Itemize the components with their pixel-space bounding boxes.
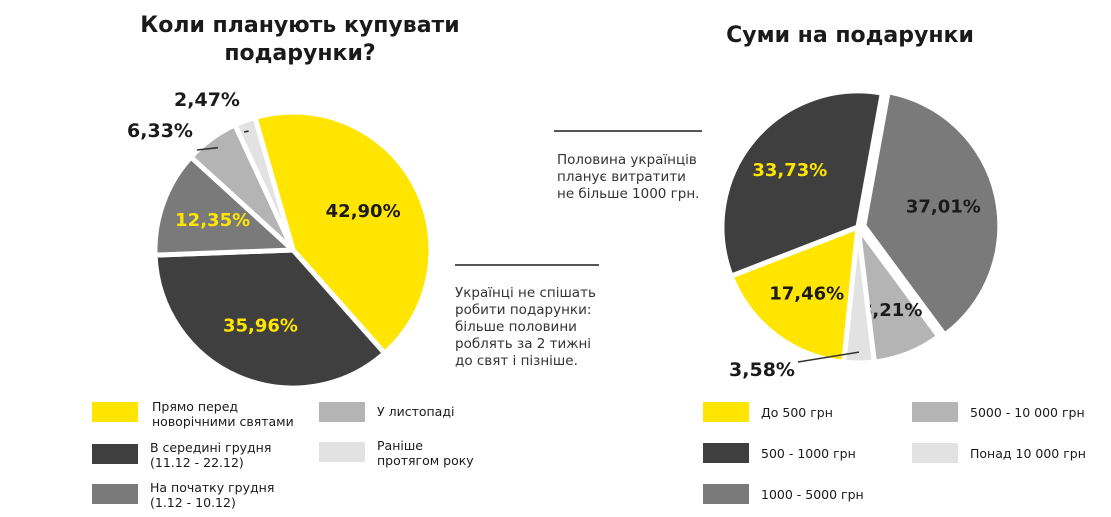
slice-value-label: 35,96%: [223, 316, 298, 337]
legend-label: Раніше протягом року: [377, 438, 474, 468]
legend-item-november: У листопаді: [319, 402, 454, 422]
slice-value-label: 12,35%: [175, 210, 250, 231]
pie-chart-purchase-timing: 42,90% 35,96% 12,35% 6,33% 2,47%: [127, 89, 434, 391]
annotation-2-rule: [554, 130, 702, 132]
annotation-1-text: Українці не спішать робити подарунки: бі…: [455, 285, 596, 370]
legend-swatch: [92, 484, 138, 504]
legend-item-5000-10000: 5000 - 10 000 грн: [912, 402, 1085, 422]
pie-slice: [252, 109, 434, 356]
legend-swatch: [703, 443, 749, 463]
annotation-2-line: не більше 1000 грн.: [557, 186, 700, 202]
legend-line: новорічними святами: [152, 414, 294, 429]
annotation-1-line: більше половини: [455, 319, 577, 335]
chart1-title: Коли планують купувати подарунки?: [120, 12, 480, 68]
annotation-1-line: Українці не спішать: [455, 285, 596, 301]
chart2-title: Суми на подарунки: [680, 22, 1020, 50]
legend-label: Прямо перед новорічними святами: [152, 399, 294, 429]
legend-swatch: [703, 402, 749, 422]
slice-value-label: 2,47%: [174, 89, 240, 111]
pie-slice: [152, 247, 388, 391]
legend-label: 1000 - 5000 грн: [761, 487, 864, 502]
slice-value-label: 17,46%: [769, 283, 844, 304]
legend-item-early-december: На початку грудня (1.12 - 10.12): [92, 480, 274, 510]
legend-label: В середині грудня (11.12 - 22.12): [150, 440, 271, 470]
legend-swatch: [912, 402, 958, 422]
annotation-2-line: планує витратити: [557, 169, 686, 185]
legend-line: протягом року: [377, 453, 474, 468]
legend-swatch: [92, 444, 138, 464]
slice-value-label: 3,58%: [729, 359, 795, 381]
legend-item-over-10000: Понад 10 000 грн: [912, 443, 1086, 463]
annotation-1-rule: [455, 264, 599, 266]
pie-slice: [841, 224, 877, 366]
slice-value-label: 37,01%: [906, 197, 981, 218]
chart1-title-line-2: подарунки?: [224, 41, 376, 66]
legend-line: В середині грудня: [150, 440, 272, 455]
annotation-1-line: робити подарунки:: [455, 302, 592, 318]
legend-line: У листопаді: [377, 404, 455, 419]
slice-value-label: 33,73%: [752, 160, 827, 181]
legend-swatch: [319, 442, 365, 462]
legend-line: 1000 - 5000 грн: [761, 487, 864, 502]
legend-line: На початку грудня: [150, 480, 275, 495]
legend-line: (1.12 - 10.12): [150, 495, 236, 510]
legend-item-before-holidays: Прямо перед новорічними святами: [92, 399, 294, 429]
legend-label: 500 - 1000 грн: [761, 446, 856, 461]
pie-slice: [152, 154, 296, 258]
slice-value-label: 42,90%: [326, 201, 401, 222]
legend-item-under-500: До 500 грн: [703, 402, 833, 422]
legend-label: Понад 10 000 грн: [970, 446, 1086, 461]
legend-item-500-1000: 500 - 1000 грн: [703, 443, 856, 463]
legend-line: Раніше: [377, 438, 423, 453]
legend-line: 5000 - 10 000 грн: [970, 405, 1085, 420]
legend-label: У листопаді: [377, 404, 454, 419]
legend-swatch: [912, 443, 958, 463]
pie-slice: [728, 224, 861, 365]
annotation-2-line: Половина українців: [557, 152, 697, 168]
chart2-title-line-1: Суми на подарунки: [726, 23, 974, 48]
chart1-title-line-1: Коли планують купувати: [140, 13, 460, 38]
legend-label: 5000 - 10 000 грн: [970, 405, 1085, 420]
slice-value-label: 8,21%: [860, 300, 922, 321]
legend-swatch: [92, 402, 138, 422]
slice-value-label: 6,33%: [127, 120, 193, 142]
legend-label: На початку грудня (1.12 - 10.12): [150, 480, 274, 510]
leader-line: [196, 146, 218, 151]
legend-item-earlier-in-year: Раніше протягом року: [319, 438, 474, 468]
legend-item-mid-december: В середині грудня (11.12 - 22.12): [92, 440, 271, 470]
pie-slice: [232, 114, 296, 253]
legend-swatch: [703, 484, 749, 504]
legend-item-1000-5000: 1000 - 5000 грн: [703, 484, 864, 504]
annotation-2-text: Половина українців планує витратити не б…: [557, 152, 699, 203]
annotation-1-line: до свят і пізніше.: [455, 353, 578, 369]
pie-chart-gift-amounts: 17,46% 33,73% 37,01% 8,21% 3,58%: [719, 88, 1003, 381]
pie-slice: [719, 88, 885, 279]
legend-line: Понад 10 000 грн: [970, 446, 1086, 461]
leader-line: [243, 130, 249, 133]
legend-line: 500 - 1000 грн: [761, 446, 856, 461]
annotation-1-line: роблять за 2 тижні: [455, 336, 592, 352]
legend-line: Прямо перед: [152, 399, 239, 414]
pie-slice: [861, 89, 1003, 338]
legend-label: До 500 грн: [761, 405, 833, 420]
legend-line: До 500 грн: [761, 405, 833, 420]
legend-swatch: [319, 402, 365, 422]
leader-line: [797, 351, 860, 363]
legend-line: (11.12 - 22.12): [150, 455, 244, 470]
